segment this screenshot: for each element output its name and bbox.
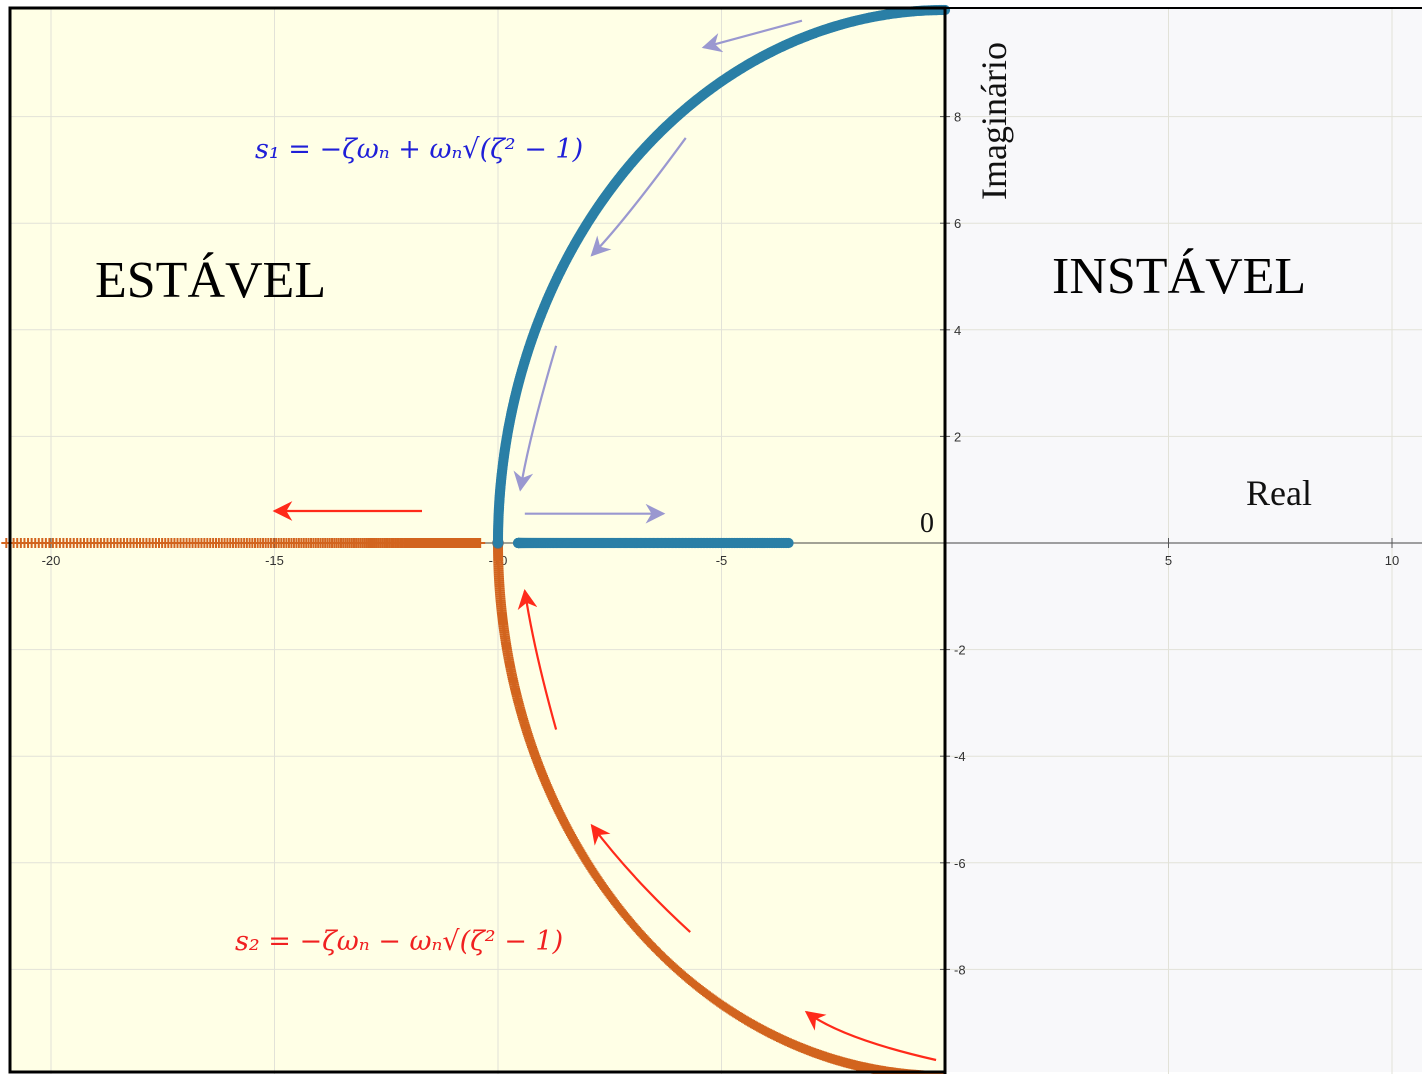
y-tick-label: -2 xyxy=(954,643,966,658)
unstable-region-bg xyxy=(945,8,1422,1072)
s2-formula: s₂ = −ζωₙ − ωₙ√(ζ² − 1) xyxy=(235,926,563,957)
x-axis-label: Real xyxy=(1246,473,1312,513)
y-tick-label: -6 xyxy=(954,856,966,871)
y-tick-label: -4 xyxy=(954,749,966,764)
s1-arrow-2 xyxy=(513,345,558,492)
s2-arrow-5 xyxy=(517,589,558,730)
x-tick-label: -15 xyxy=(265,553,284,568)
s1-arrow-1 xyxy=(590,137,687,257)
y-tick-label: 2 xyxy=(954,429,961,444)
s1-arrow-0 xyxy=(701,19,803,53)
s1-series xyxy=(492,4,951,549)
s2-arrow-6 xyxy=(590,823,691,933)
s1-formula: s₁ = −ζωₙ + ωₙ√(ζ² − 1) xyxy=(255,134,583,165)
s2-arrow-7 xyxy=(804,1010,937,1062)
y-axis-label: Imaginário xyxy=(974,42,1014,200)
y-tick-label: 8 xyxy=(954,110,961,125)
s1-point xyxy=(783,537,794,549)
y-tick-label: 4 xyxy=(954,323,961,338)
y-tick-label: -8 xyxy=(954,962,966,977)
origin-label: 0 xyxy=(920,508,934,539)
x-tick-label: 5 xyxy=(1165,553,1172,568)
stable-region-label: ESTÁVEL xyxy=(95,251,326,309)
x-tick-label: -20 xyxy=(42,553,61,568)
y-tick-label: 6 xyxy=(954,216,961,231)
x-tick-label: -5 xyxy=(716,553,728,568)
s2-series xyxy=(1,537,946,1074)
s1-point xyxy=(492,537,504,549)
direction-arrows xyxy=(272,19,937,1062)
unstable-region-label: INSTÁVEL xyxy=(1052,247,1306,305)
x-tick-label: 10 xyxy=(1385,553,1399,568)
